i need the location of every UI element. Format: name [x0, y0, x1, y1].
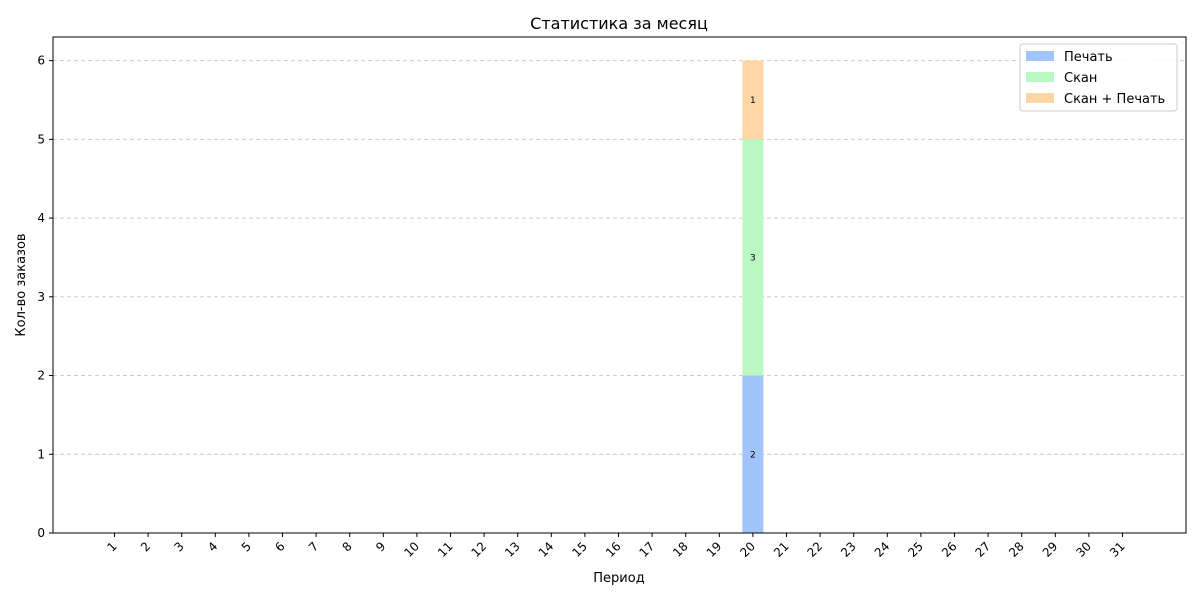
x-tick-label: 22: [805, 539, 826, 560]
y-tick-label: 5: [37, 132, 45, 146]
bar-value-label: 1: [750, 96, 756, 106]
y-tick-label: 3: [37, 290, 45, 304]
x-tick-label: 23: [838, 539, 859, 560]
y-axis: 0 1 2 3 4 5 6: [37, 54, 53, 540]
x-tick-label: 2: [138, 539, 153, 554]
x-tick-label: 9: [373, 539, 388, 554]
x-tick-label: 30: [1073, 539, 1094, 560]
legend-entry: Скан + Печать: [1064, 92, 1165, 107]
bar-labels: 2 3 1: [750, 96, 756, 460]
x-tick-label: 14: [536, 539, 557, 560]
legend: Печать Скан Скан + Печать: [1019, 43, 1178, 112]
x-tick-label: 13: [502, 539, 523, 560]
x-tick-label: 19: [704, 539, 725, 560]
plot-frame: [52, 36, 1187, 534]
x-tick-label: 8: [340, 539, 355, 554]
x-tick-label: 5: [239, 539, 254, 554]
x-tick-label: 1: [104, 539, 119, 554]
bar-3-20: [742, 60, 764, 140]
legend-box: [1019, 43, 1178, 112]
legend-entry: Скан: [1064, 71, 1097, 86]
chart-title: Статистика за месяц: [530, 14, 708, 33]
x-axis-label: Период: [593, 571, 644, 586]
bar-1-20: [742, 375, 764, 533]
legend-entry: Печать: [1064, 50, 1113, 65]
y-tick-label: 4: [37, 211, 45, 225]
y-tick-label: 0: [37, 526, 45, 540]
x-tick-label: 20: [737, 539, 758, 560]
legend-swatch: [1026, 72, 1054, 82]
x-tick-label: 10: [401, 539, 422, 560]
y-axis-label: Кол-во заказов: [14, 233, 29, 336]
legend-swatch: [1026, 93, 1054, 103]
x-tick-label: 4: [205, 539, 220, 554]
x-tick-label: 16: [603, 539, 624, 560]
bar-value-label: 2: [750, 450, 756, 460]
grid-lines: [53, 60, 1186, 455]
x-tick-label: 24: [872, 539, 893, 560]
x-tick-label: 3: [172, 539, 187, 554]
x-tick-label: 25: [905, 539, 926, 560]
x-tick-label: 31: [1107, 539, 1128, 560]
legend-swatch: [1026, 51, 1054, 61]
x-tick-label: 29: [1040, 539, 1061, 560]
x-tick-label: 27: [973, 539, 994, 560]
x-tick-label: 7: [306, 539, 321, 554]
x-axis: 1 2 3 4 5 6 7 8 9 10 11 12 13 14 15 16 17 18 19 20 21 22 23 24 2…: [104, 533, 1128, 560]
x-tick-label: 12: [469, 539, 490, 560]
y-tick-label: 2: [37, 369, 45, 383]
bars: [742, 60, 764, 533]
x-tick-label: 6: [272, 539, 287, 554]
x-tick-label: 11: [435, 539, 456, 560]
y-tick-label: 1: [37, 447, 45, 461]
y-tick-label: 6: [37, 54, 45, 68]
x-tick-label: 18: [670, 539, 691, 560]
x-tick-label: 15: [569, 539, 590, 560]
bar-2-20: [742, 139, 764, 376]
x-tick-label: 17: [637, 539, 658, 560]
x-tick-label: 26: [939, 539, 960, 560]
x-tick-label: 28: [1006, 539, 1027, 560]
bar-value-label: 3: [750, 253, 756, 263]
x-tick-label: 21: [771, 539, 792, 560]
